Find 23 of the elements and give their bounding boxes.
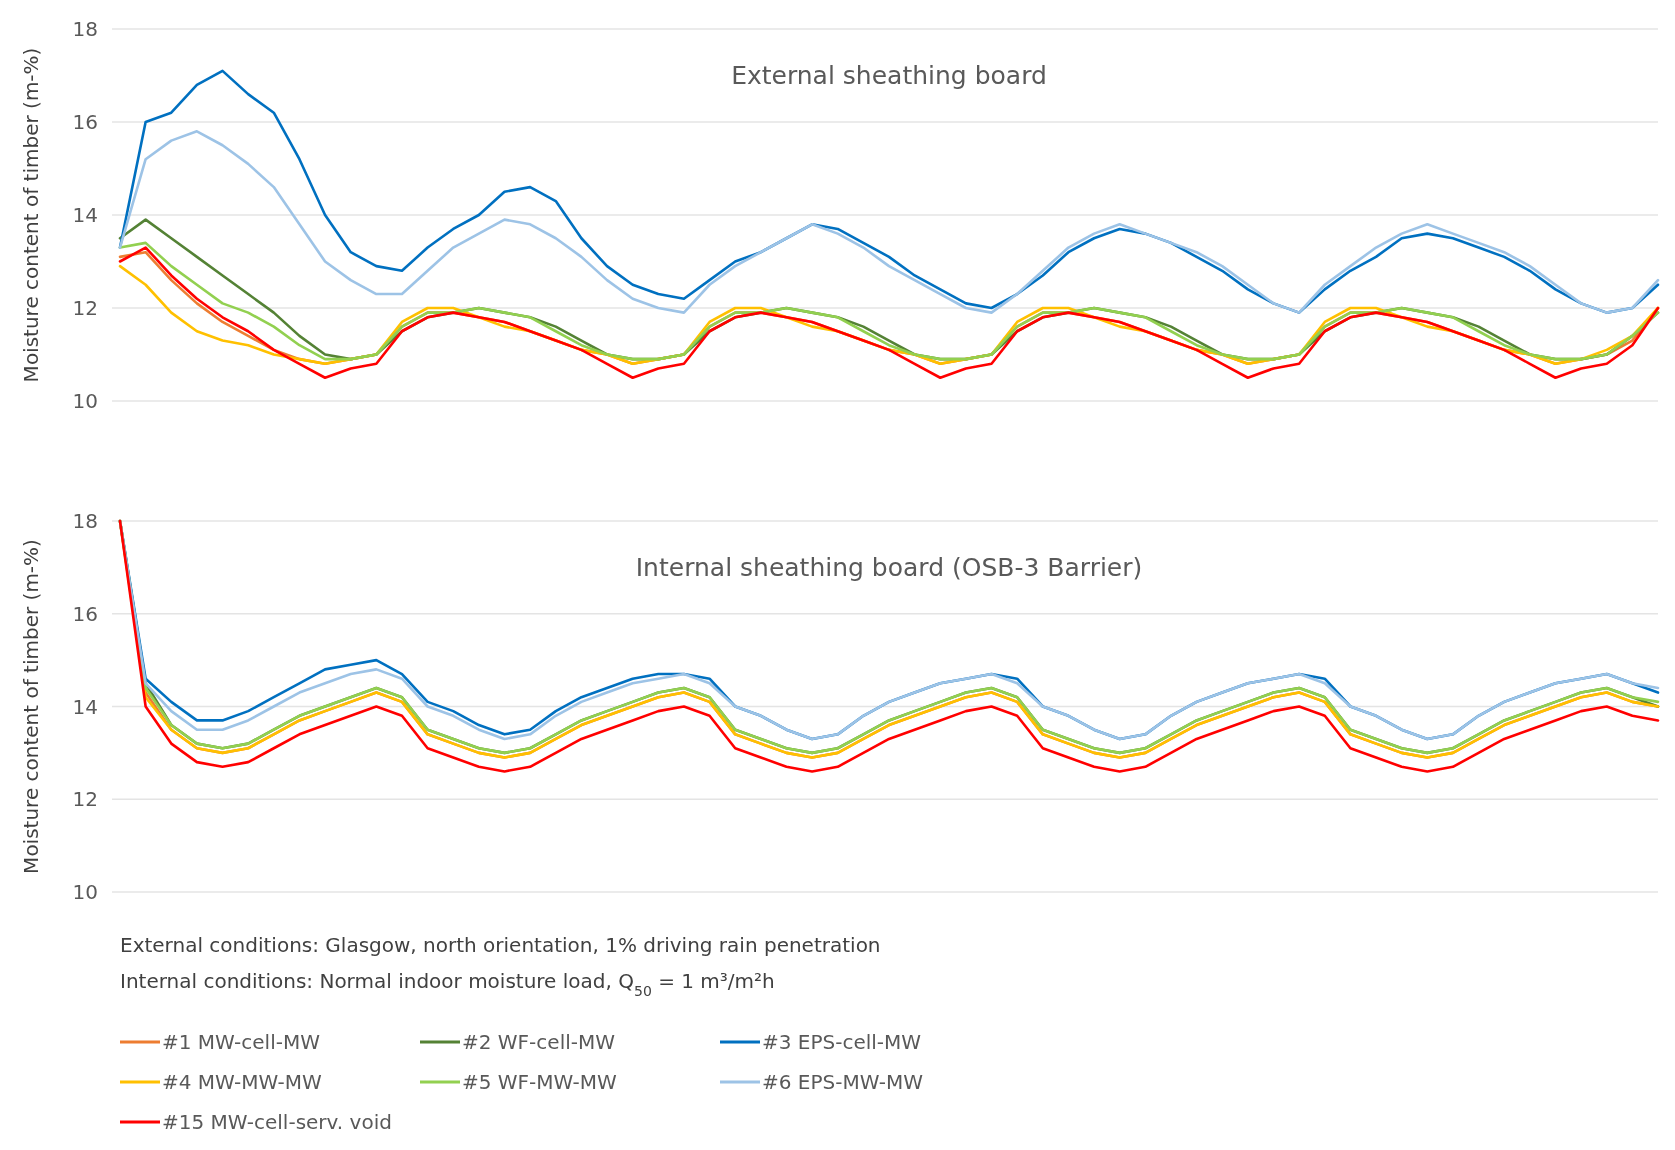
y-tick-label: 14 <box>72 203 98 227</box>
y-tick-label: 12 <box>72 787 98 812</box>
legend-label: #4 MW-MW-MW <box>162 1070 322 1094</box>
legend-label: #6 EPS-MW-MW <box>762 1070 924 1094</box>
text: Internal sheathing board (OSB-3 Barrier) <box>635 553 1143 582</box>
y-tick-label: 18 <box>72 509 98 533</box>
legend-label: #5 WF-MW-MW <box>462 1070 618 1094</box>
legend-label: #1 MW-cell-MW <box>162 1030 321 1054</box>
y-tick-label: 12 <box>72 296 98 320</box>
y-tick-label: 16 <box>72 601 98 626</box>
y-axis-title: Moisture content of timber (m-%) <box>19 47 43 383</box>
text: External sheathing board <box>731 61 1047 90</box>
legend-label: #15 MW-cell-serv. void <box>162 1110 392 1134</box>
y-tick-label: 10 <box>72 880 98 904</box>
legend-label: #3 EPS-cell-MW <box>762 1030 922 1054</box>
text: Internal conditions: Normal indoor moisture load, Q$_{50}$ = 1 m³/m²h <box>120 969 775 999</box>
y-axis-title: Moisture content of timber (m-%) <box>19 539 43 874</box>
y-tick-label: 16 <box>72 110 98 134</box>
y-tick-label: 18 <box>72 17 98 41</box>
y-tick-label: 10 <box>72 389 98 413</box>
y-tick-label: 14 <box>72 694 98 719</box>
text: External conditions: Glasgow, north orientation, 1% driving rain penetration <box>120 933 881 957</box>
legend-label: #2 WF-cell-MW <box>462 1030 616 1054</box>
